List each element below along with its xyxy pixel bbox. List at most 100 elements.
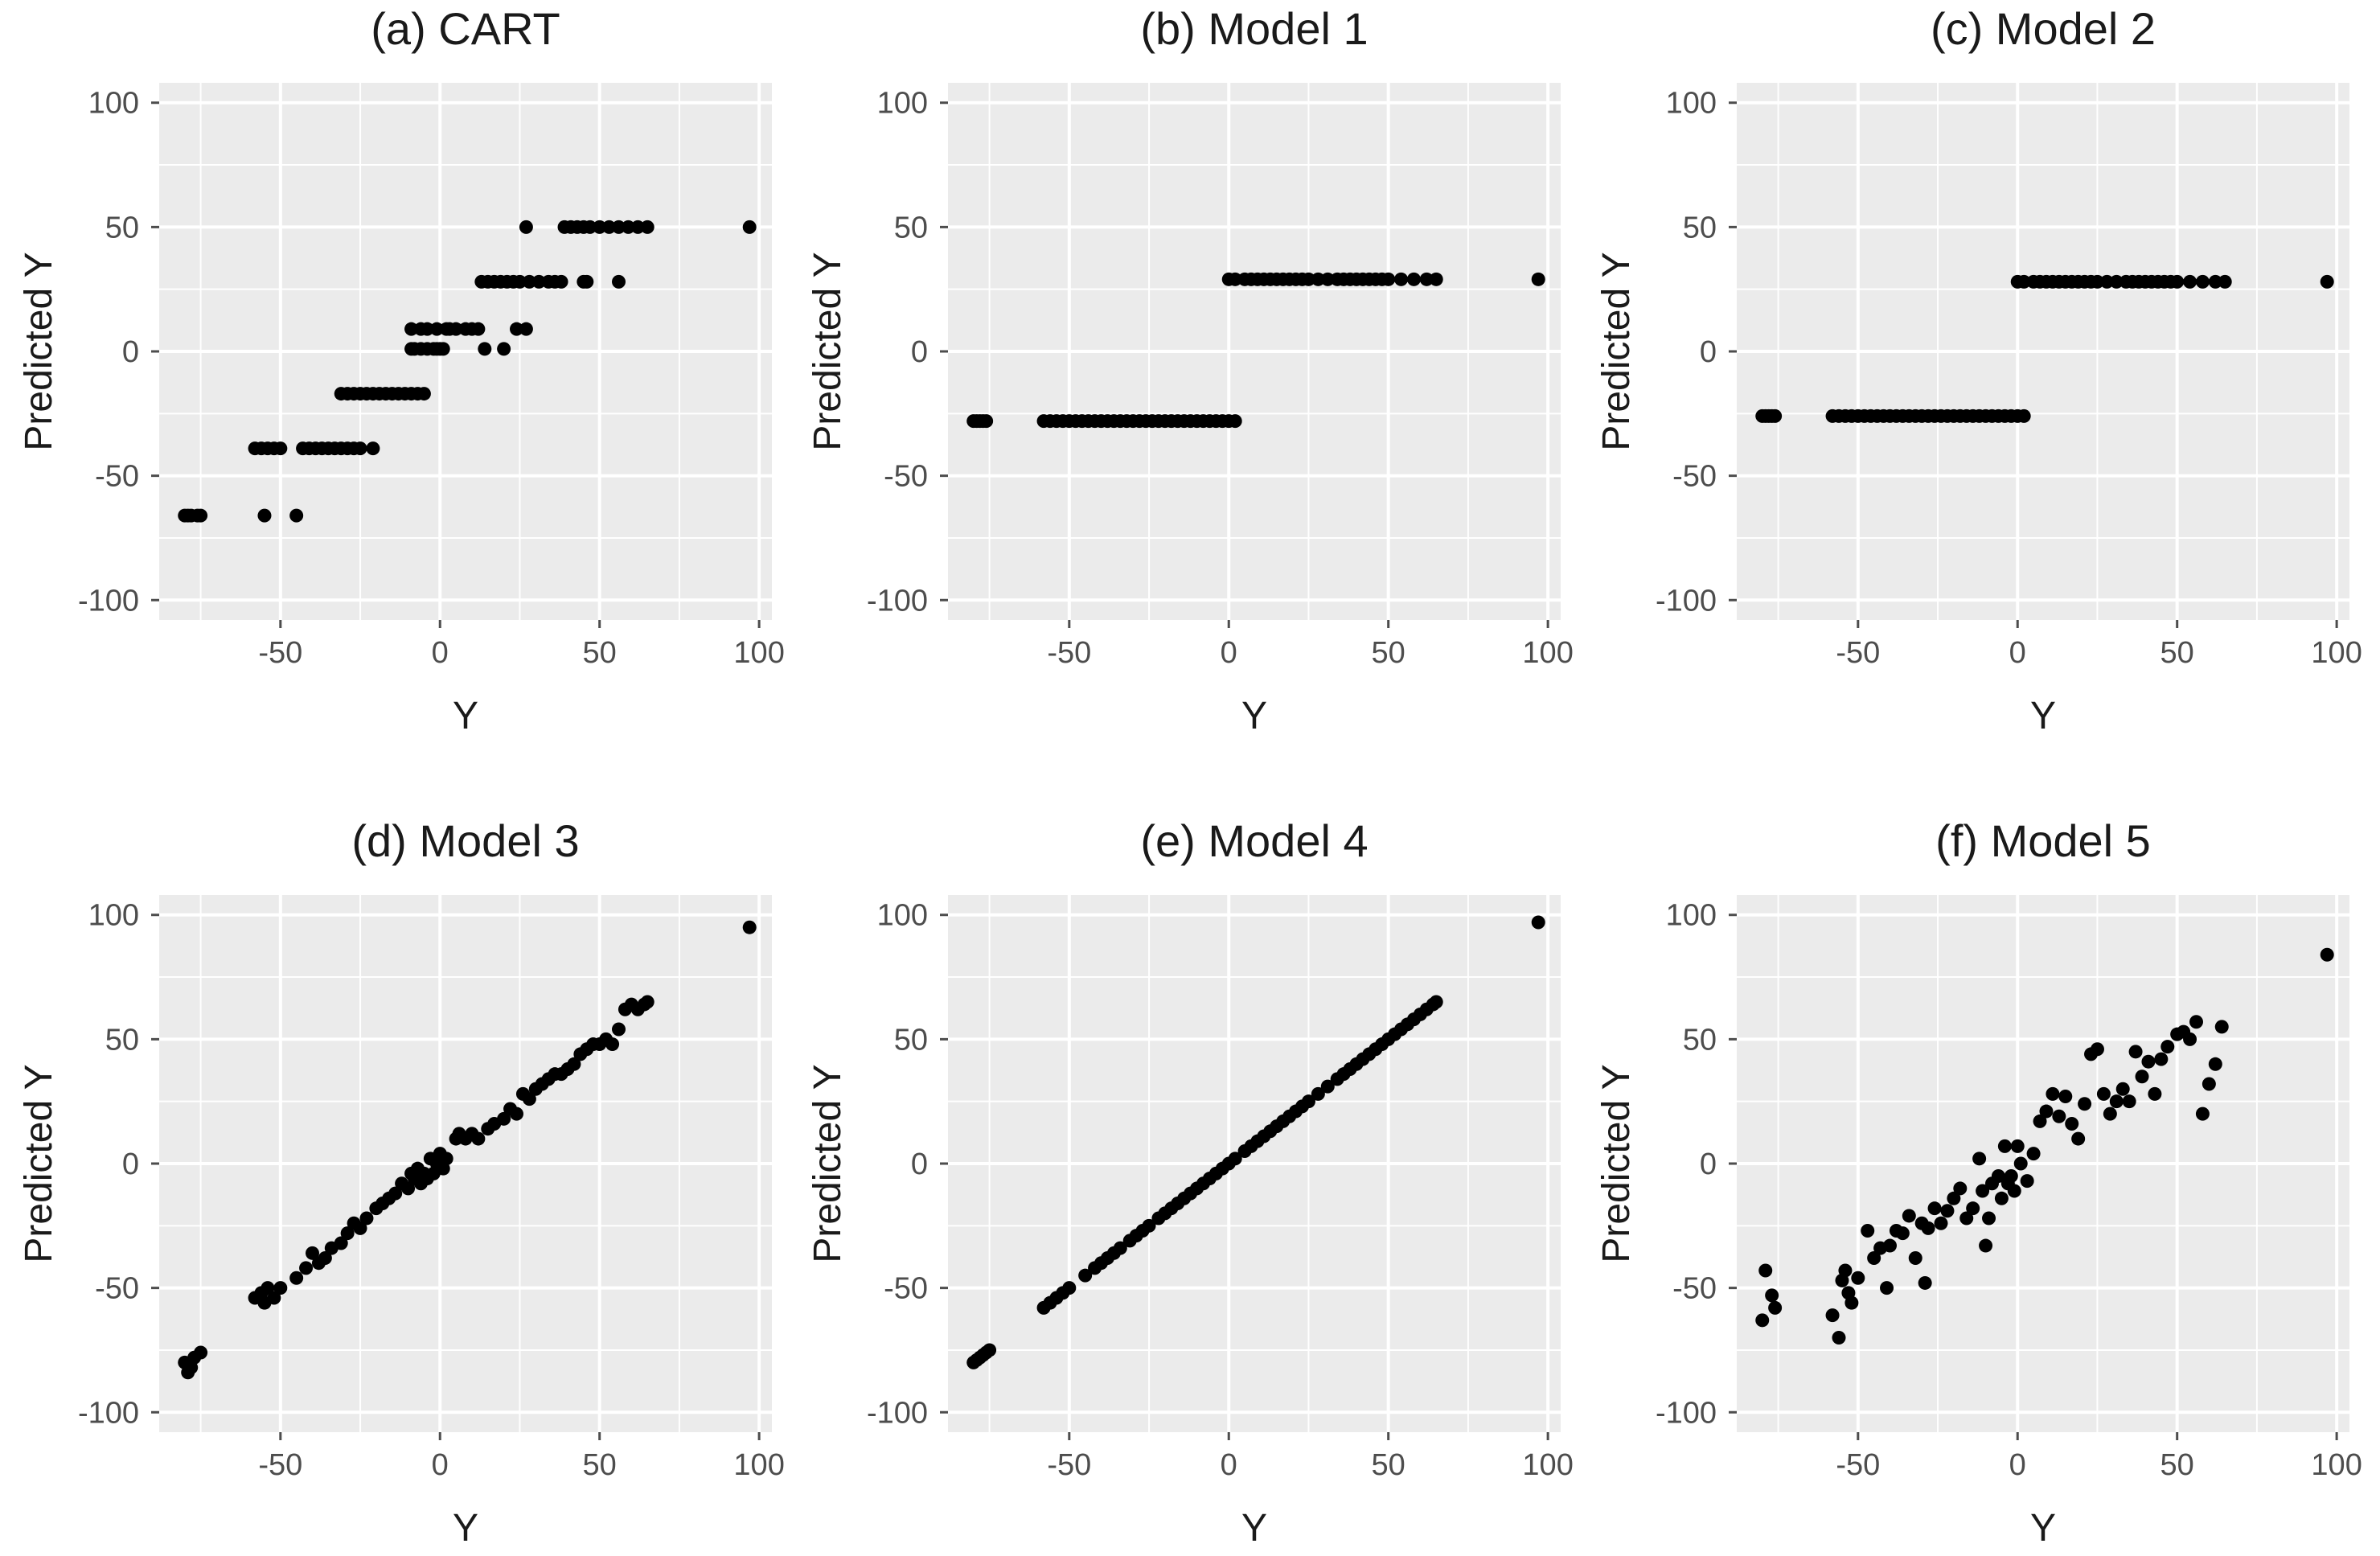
data-point <box>2109 274 2124 289</box>
data-point <box>2096 1086 2111 1101</box>
data-point <box>471 1131 486 1146</box>
data-point <box>742 920 757 934</box>
data-point <box>983 1343 997 1357</box>
data-point <box>1228 414 1242 429</box>
data-point <box>2103 1106 2117 1121</box>
y-tick-label: 0 <box>122 335 139 369</box>
y-tick-label: 100 <box>877 87 928 121</box>
chart-title: (d) Model 3 <box>351 815 579 866</box>
data-point <box>1311 1086 1325 1101</box>
data-point <box>1994 1191 2009 1205</box>
data-point <box>497 342 511 356</box>
x-tick-label: -50 <box>1836 636 1880 670</box>
x-tick-label: -50 <box>1047 636 1091 670</box>
data-point <box>1758 1263 1773 1278</box>
panel-6: -50 0 50 100 -100 -50 0 50 100 (f) Model 5 Y Predic… <box>1595 815 2362 1550</box>
panel-3: -50 0 50 100 -100 -50 0 50 100 (c) Model 2 Y Predic… <box>1595 3 2362 737</box>
y-tick-label: 100 <box>88 87 139 121</box>
data-point <box>429 322 444 336</box>
y-tick-label: -100 <box>78 584 139 618</box>
data-point <box>1531 915 1545 930</box>
data-point <box>742 220 757 234</box>
x-tick-label: 100 <box>1522 636 1573 670</box>
data-point <box>1142 1218 1156 1233</box>
data-point <box>1320 272 1335 286</box>
data-point <box>593 220 607 234</box>
data-point <box>2183 1032 2197 1046</box>
data-point <box>621 220 635 234</box>
data-point <box>1844 1295 1859 1310</box>
y-tick-label: 100 <box>877 899 928 933</box>
x-tick-label: 100 <box>733 1448 784 1482</box>
data-point <box>2320 947 2334 962</box>
data-point <box>1953 1181 1968 1196</box>
panel-2: -50 0 50 100 -100 -50 0 50 100 (b) Model 1 Y Predic… <box>806 3 1574 737</box>
data-point <box>1991 1168 2005 1183</box>
data-point <box>531 274 546 289</box>
data-point <box>583 220 597 234</box>
y-tick-label: 50 <box>105 211 139 244</box>
data-point <box>318 1251 332 1266</box>
y-tick-label: 50 <box>1683 211 1717 244</box>
y-tick-label: -50 <box>1672 460 1717 494</box>
data-point <box>1979 1238 1993 1253</box>
x-axis-label: Y <box>453 1507 478 1550</box>
data-point <box>1918 1275 1932 1290</box>
data-point <box>416 387 431 401</box>
y-tick-label: 0 <box>911 1147 928 1181</box>
data-point <box>2320 274 2334 289</box>
data-point <box>2170 274 2185 289</box>
x-axis-label: Y <box>1241 695 1267 737</box>
data-point <box>261 1281 275 1295</box>
data-point <box>1883 1238 1897 1253</box>
x-tick-label: -50 <box>258 636 302 670</box>
data-point <box>2007 1184 2021 1198</box>
data-point <box>2099 274 2114 289</box>
data-point <box>519 322 533 336</box>
chart-title: (e) Model 4 <box>1140 815 1368 866</box>
data-point <box>1301 1094 1315 1109</box>
data-point <box>1755 1313 1770 1328</box>
data-point <box>289 508 304 523</box>
data-point <box>289 1271 304 1285</box>
y-tick-label: 0 <box>122 1147 139 1181</box>
data-point <box>2208 1057 2222 1071</box>
data-point <box>353 441 367 456</box>
data-point <box>1861 1224 1875 1238</box>
x-tick-label: 50 <box>2160 1448 2194 1482</box>
y-axis-label: Predicted Y <box>18 252 60 450</box>
data-point <box>1429 995 1443 1009</box>
x-tick-label: 50 <box>1372 636 1405 670</box>
y-tick-label: -50 <box>884 460 928 494</box>
data-point <box>449 322 463 336</box>
data-point <box>1113 1241 1127 1255</box>
panel-1: -50 0 50 100 -100 -50 0 50 100 (a) CART Y Predicted… <box>18 3 785 737</box>
data-point <box>567 1057 581 1071</box>
data-point <box>436 342 450 356</box>
data-point <box>1908 1251 1922 1266</box>
data-point <box>2078 1097 2092 1111</box>
y-tick-label: 50 <box>894 1023 928 1057</box>
data-point <box>2202 1077 2216 1091</box>
data-point <box>1959 1211 1974 1226</box>
data-point <box>194 1345 208 1360</box>
data-point <box>2148 1086 2162 1101</box>
data-point <box>2189 1015 2203 1029</box>
x-tick-label: -50 <box>1836 1448 1880 1482</box>
data-point <box>2183 274 2197 289</box>
data-point <box>273 1281 288 1295</box>
x-axis-label: Y <box>2030 1507 2056 1550</box>
y-tick-label: -100 <box>1656 584 1717 618</box>
panel-5: -50 0 50 100 -100 -50 0 50 100 (e) Model 4 Y Predic… <box>806 815 1574 1550</box>
data-point <box>2109 1094 2124 1109</box>
data-point <box>1966 1201 1980 1216</box>
data-point <box>2218 274 2232 289</box>
data-point <box>257 508 272 523</box>
y-tick-label: -100 <box>78 1396 139 1430</box>
x-tick-label: 100 <box>733 636 784 670</box>
data-point <box>194 508 208 523</box>
data-point <box>1062 1281 1077 1295</box>
data-point <box>2058 1090 2073 1103</box>
x-axis-label: Y <box>2030 695 2056 737</box>
y-tick-label: 100 <box>1666 87 1717 121</box>
